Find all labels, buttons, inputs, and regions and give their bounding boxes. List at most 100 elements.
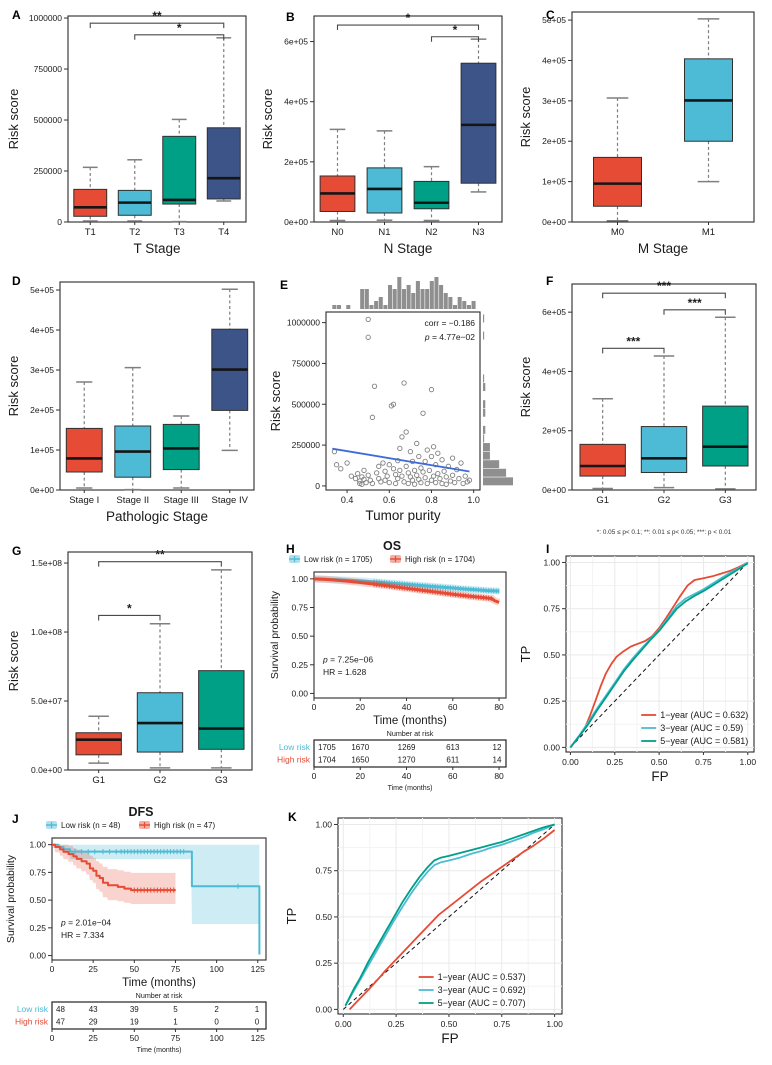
x-tick-label: Stage IV [212, 495, 249, 506]
y-tick-label: 6e+05 [284, 37, 308, 47]
roc-curve-1 [569, 561, 749, 748]
y-tick-label: 0e+00 [30, 485, 54, 495]
scatter-point [466, 477, 473, 483]
scatter-point [418, 465, 424, 471]
y-axis-title: TP [518, 646, 533, 663]
x-axis-title: Time (months) [373, 715, 447, 727]
svg-chart-D: 0e+00 1e+05 2e+05 3e+05 4e+05 5e+05 Risk score… [6, 281, 255, 524]
x-tick-label: 0.00 [562, 757, 579, 767]
scatter-point [428, 386, 435, 393]
svg-chart-J: DFS Low risk (n = 48) High risk (n = 47) 0.… [5, 805, 267, 1054]
roc-legend-item-1: 1−year (AUC = 0.632) [641, 710, 748, 720]
hist-top-bar [457, 297, 462, 309]
x-tick-label: 0.4 [341, 495, 354, 505]
hist-top-bar [401, 289, 406, 309]
x-tick-label: 80 [494, 702, 504, 712]
panel-f: F 0e+00 2e+05 4e+05 6e+05 Risk score G1 G2 G3 **… [516, 270, 768, 542]
roc-legend-item-2: 3−year (AUC = 0.59) [641, 723, 743, 733]
risk-value: 1269 [398, 743, 416, 752]
risk-value: 0 [255, 1017, 260, 1026]
y-tick-label: 1.00 [291, 574, 308, 584]
corr-annotation: corr = −0.186 [424, 318, 475, 328]
scatter-point [352, 475, 359, 482]
svg-chart-K: 0.00 0.25 0.50 0.75 1.00 0.00 0.25 0.50 0.75 1.00… [284, 817, 563, 1046]
roc-legend-label: 1−year (AUC = 0.537) [438, 972, 526, 982]
y-tick-label: 0.0e+00 [31, 765, 62, 775]
x-tick-label: G2 [658, 495, 671, 506]
panel-k: K 0.00 0.25 0.50 0.75 1.00 0.00 0.25 0.50 0.75 1.… [282, 800, 580, 1064]
scatter-point [420, 469, 426, 475]
y-tick-label: 250000 [292, 440, 321, 450]
risk-value: 5 [173, 1005, 178, 1014]
hist-top-bar [471, 301, 476, 309]
risk-value: 19 [130, 1017, 139, 1026]
hist-top-bar [411, 293, 416, 309]
y-tick-label: 4e+05 [30, 325, 54, 335]
y-tick-label: 2e+05 [542, 426, 566, 436]
hist-top-bar [392, 289, 397, 309]
hist-top-bar [443, 293, 448, 309]
scatter-point [348, 473, 354, 479]
scatter-point [449, 472, 456, 478]
risk-value: 12 [493, 743, 502, 752]
panel-g: G 0.0e+00 5.0e+07 1.0e+08 1.5e+08 Risk score… [4, 538, 262, 802]
box-g3 [702, 316, 749, 490]
x-tick-label: 75 [171, 964, 181, 974]
significance-footnote: *: 0.05 ≤ p< 0.1; **: 0.01 ≤ p< 0.05; **… [597, 529, 732, 536]
y-axis-title: Risk score [518, 357, 533, 418]
x-tick-label: G3 [215, 775, 228, 786]
scatter-point [437, 475, 443, 482]
risk-value: 1 [255, 1005, 260, 1014]
x-tick-label: 0.50 [651, 757, 668, 767]
x-tick-label: 1.00 [546, 1019, 563, 1029]
y-tick-label: 1.5e+08 [31, 558, 62, 568]
x-tick-label: 50 [130, 964, 140, 974]
hist-right-bar [483, 314, 485, 323]
box-g1 [75, 715, 122, 764]
y-tick-label: 2e+05 [284, 157, 308, 167]
hist-top-bar [466, 305, 471, 309]
y-tick-label: 0.25 [315, 958, 332, 968]
risk-table-border [51, 1001, 267, 1030]
y-tick-label: 6e+05 [542, 307, 566, 317]
y-tick-label: 250000 [34, 166, 63, 176]
hist-right-bar [483, 468, 507, 477]
svg-chart-G: 0.0e+00 5.0e+07 1.0e+08 1.5e+08 Risk score G1… [6, 548, 253, 786]
scatter-point [380, 460, 386, 466]
panel-d-label: D [12, 274, 21, 288]
scatter-point [428, 453, 435, 460]
x-tick-label: G1 [92, 775, 105, 786]
y-tick-label: 5e+05 [542, 15, 566, 25]
hist-top-bar [369, 305, 374, 309]
y-tick-label: 0 [57, 217, 62, 227]
scatter-point [441, 468, 447, 474]
panel-h: H OS Low risk (n = 1705) High risk (n = 17… [266, 538, 518, 806]
scatter-point [443, 474, 449, 480]
box-t2 [117, 159, 152, 222]
scatter-point [397, 445, 403, 452]
x-tick-label: 1.00 [740, 757, 757, 767]
risk-axis-tick: 20 [356, 771, 366, 781]
hist-top-bar [378, 297, 383, 309]
hist-top-bar [374, 301, 379, 309]
x-axis-title: N Stage [384, 241, 433, 256]
y-axis-title: Survival probability [5, 854, 17, 943]
scatter-point [433, 480, 439, 486]
y-tick-label: 1.0e+08 [31, 627, 62, 637]
scatter-point [365, 334, 371, 340]
risk-axis-tick: 80 [494, 771, 504, 781]
number-at-risk-title: Number at risk [387, 729, 434, 738]
scatter-point [386, 462, 392, 468]
y-tick-label: 0.00 [291, 688, 308, 698]
hist-top-bar [397, 277, 402, 309]
y-axis-title: Risk score [268, 371, 283, 432]
scatter-point [435, 471, 441, 477]
x-tick-label: T3 [174, 227, 185, 238]
y-axis-title: Risk score [6, 631, 21, 692]
legend-label: Low risk (n = 48) [61, 821, 121, 830]
scatter-point [369, 480, 376, 487]
scatter-point [373, 470, 380, 476]
x-tick-label: 0 [50, 964, 55, 974]
scatter-point [416, 453, 422, 460]
x-tick-label: 125 [251, 964, 265, 974]
